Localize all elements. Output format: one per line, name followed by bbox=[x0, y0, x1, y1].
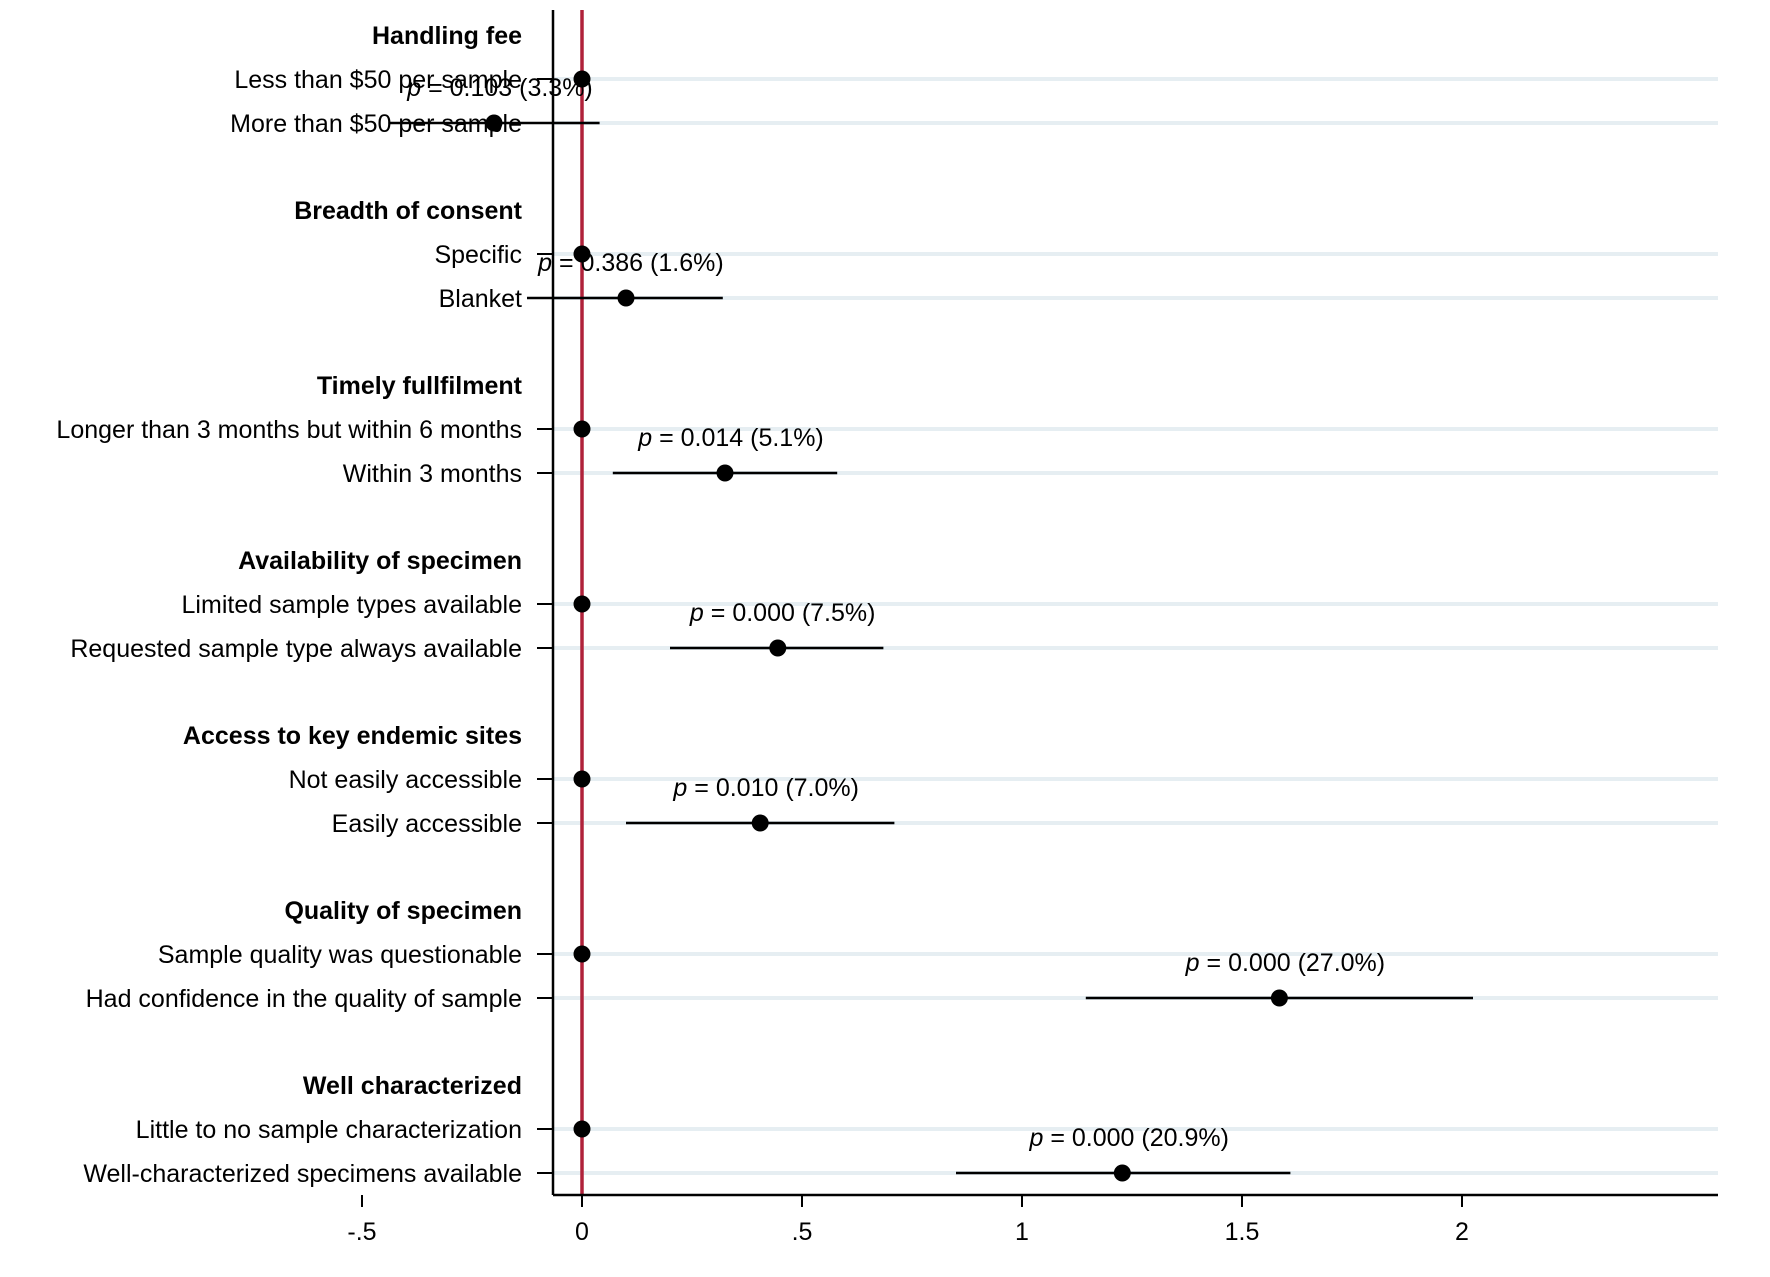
p-value-text: = 0.386 (1.6%) bbox=[552, 249, 724, 277]
p-value-text: = 0.000 (7.5%) bbox=[704, 599, 876, 627]
estimate-point bbox=[751, 814, 769, 832]
estimate-point bbox=[573, 595, 591, 613]
estimates bbox=[388, 70, 1473, 1182]
level-label: Sample quality was questionable bbox=[158, 941, 522, 969]
x-tick-label: .5 bbox=[792, 1218, 813, 1246]
estimate-point bbox=[573, 245, 591, 263]
level-label: Blanket bbox=[439, 285, 522, 313]
level-label: Specific bbox=[434, 241, 522, 269]
x-tick-label: 0 bbox=[575, 1218, 589, 1246]
level-label: Less than $50 per sample bbox=[234, 66, 522, 94]
p-value-annotation: p = 0.386 (1.6%) bbox=[537, 249, 724, 277]
estimate-point bbox=[617, 289, 635, 307]
p-value-text: = 0.000 (27.0%) bbox=[1200, 949, 1386, 977]
p-value-annotation: p = 0.000 (7.5%) bbox=[689, 599, 876, 627]
group-heading: Availability of specimen bbox=[238, 547, 522, 575]
p-value-annotation: p = 0.103 (3.3%) bbox=[406, 74, 593, 102]
estimate-point bbox=[1113, 1164, 1131, 1182]
level-label: Limited sample types available bbox=[182, 591, 522, 619]
estimate-point bbox=[573, 70, 591, 88]
p-value-text: = 0.103 (3.3%) bbox=[421, 74, 593, 102]
p-value-text: = 0.014 (5.1%) bbox=[652, 424, 824, 452]
p-value-annotation: p = 0.014 (5.1%) bbox=[637, 424, 824, 452]
group-heading: Access to key endemic sites bbox=[183, 722, 522, 750]
estimate-point bbox=[573, 770, 591, 788]
p-value-annotation: p = 0.000 (20.9%) bbox=[1028, 1124, 1228, 1152]
p-value-annotations: p = 0.103 (3.3%)p = 0.386 (1.6%)p = 0.01… bbox=[406, 74, 1385, 1152]
group-heading: Breadth of consent bbox=[294, 197, 522, 225]
estimate-point bbox=[716, 464, 734, 482]
estimate-point bbox=[573, 1120, 591, 1138]
p-value-text: = 0.010 (7.0%) bbox=[687, 774, 859, 802]
p-symbol: p bbox=[537, 249, 552, 277]
p-symbol: p bbox=[406, 74, 421, 102]
p-symbol: p bbox=[672, 774, 687, 802]
x-tick-label: -.5 bbox=[347, 1218, 376, 1246]
group-heading: Handling fee bbox=[372, 22, 522, 50]
x-tick-label: 1.5 bbox=[1225, 1218, 1260, 1246]
p-symbol: p bbox=[689, 599, 704, 627]
p-value-text: = 0.000 (20.9%) bbox=[1043, 1124, 1229, 1152]
x-tick-label: 1 bbox=[1015, 1218, 1029, 1246]
level-label: Not easily accessible bbox=[289, 766, 522, 794]
group-heading: Quality of specimen bbox=[284, 897, 522, 925]
estimate-point bbox=[573, 945, 591, 963]
p-value-annotation: p = 0.010 (7.0%) bbox=[672, 774, 859, 802]
group-heading: Well characterized bbox=[303, 1072, 522, 1100]
estimate-point bbox=[573, 420, 591, 438]
level-label: Requested sample type always available bbox=[70, 635, 522, 663]
estimate-point bbox=[1270, 989, 1288, 1007]
p-symbol: p bbox=[1028, 1124, 1043, 1152]
level-label: Longer than 3 months but within 6 months bbox=[56, 416, 522, 444]
estimate-point bbox=[769, 639, 787, 657]
p-symbol: p bbox=[1185, 949, 1200, 977]
p-symbol: p bbox=[637, 424, 652, 452]
level-label: Had confidence in the quality of sample bbox=[86, 985, 522, 1013]
level-label: Within 3 months bbox=[343, 460, 522, 488]
p-value-annotation: p = 0.000 (27.0%) bbox=[1185, 949, 1385, 977]
level-label: Little to no sample characterization bbox=[136, 1116, 522, 1144]
x-tick-label: 2 bbox=[1455, 1218, 1469, 1246]
level-label: Easily accessible bbox=[332, 810, 522, 838]
level-label: Well-characterized specimens available bbox=[83, 1160, 522, 1188]
group-heading: Timely fullfilment bbox=[317, 372, 523, 400]
estimate-point bbox=[485, 114, 503, 132]
axes: -.5 0 .5 1 1.5 2 bbox=[347, 10, 1718, 1246]
